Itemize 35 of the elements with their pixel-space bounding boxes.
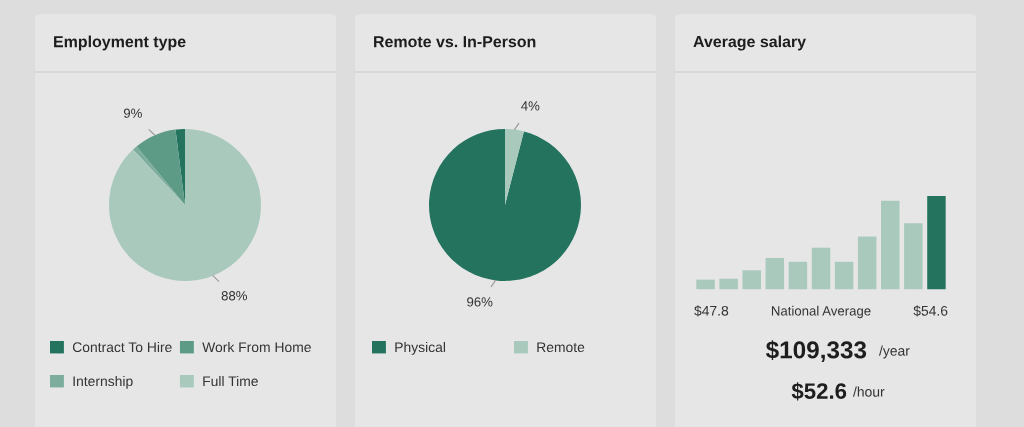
bar — [788, 261, 808, 290]
bar — [742, 270, 761, 290]
bar — [881, 200, 900, 290]
text: $54.6 — [913, 305, 948, 317]
data-label: 9% — [123, 108, 142, 118]
legend-label: Physical — [395, 341, 446, 355]
data-label: 4% — [521, 101, 540, 111]
bar — [696, 279, 715, 290]
pie-slice — [429, 129, 581, 281]
text: $109,333 — [765, 340, 867, 363]
data-label: 88% — [221, 291, 248, 301]
chart-title: Employment type — [54, 35, 186, 51]
legend-label: Contract To Hire — [72, 341, 172, 353]
legend-label: Remote — [537, 342, 585, 353]
text: $47.8 — [694, 305, 729, 317]
bar — [719, 278, 738, 290]
text: /hour — [853, 386, 885, 397]
text: /year — [879, 345, 910, 359]
bar — [904, 223, 923, 290]
legend-label: Internship — [73, 375, 133, 389]
bar — [811, 247, 831, 290]
bar — [857, 236, 877, 290]
pie-slice — [505, 129, 524, 205]
x-axis-title: National Average — [771, 305, 871, 319]
legend-label: Work From Home — [202, 341, 311, 353]
bar — [765, 258, 785, 290]
pie-slice — [136, 129, 185, 205]
data-label: 96% — [467, 297, 493, 307]
chart-title: Remote vs. In-Person — [374, 36, 536, 48]
bar — [927, 196, 946, 290]
bar — [834, 261, 854, 290]
legend-label: Full Time — [203, 375, 258, 387]
pie-slice — [109, 129, 261, 281]
text: $52.6 — [791, 382, 847, 401]
chart-title: Average salary — [693, 35, 806, 51]
